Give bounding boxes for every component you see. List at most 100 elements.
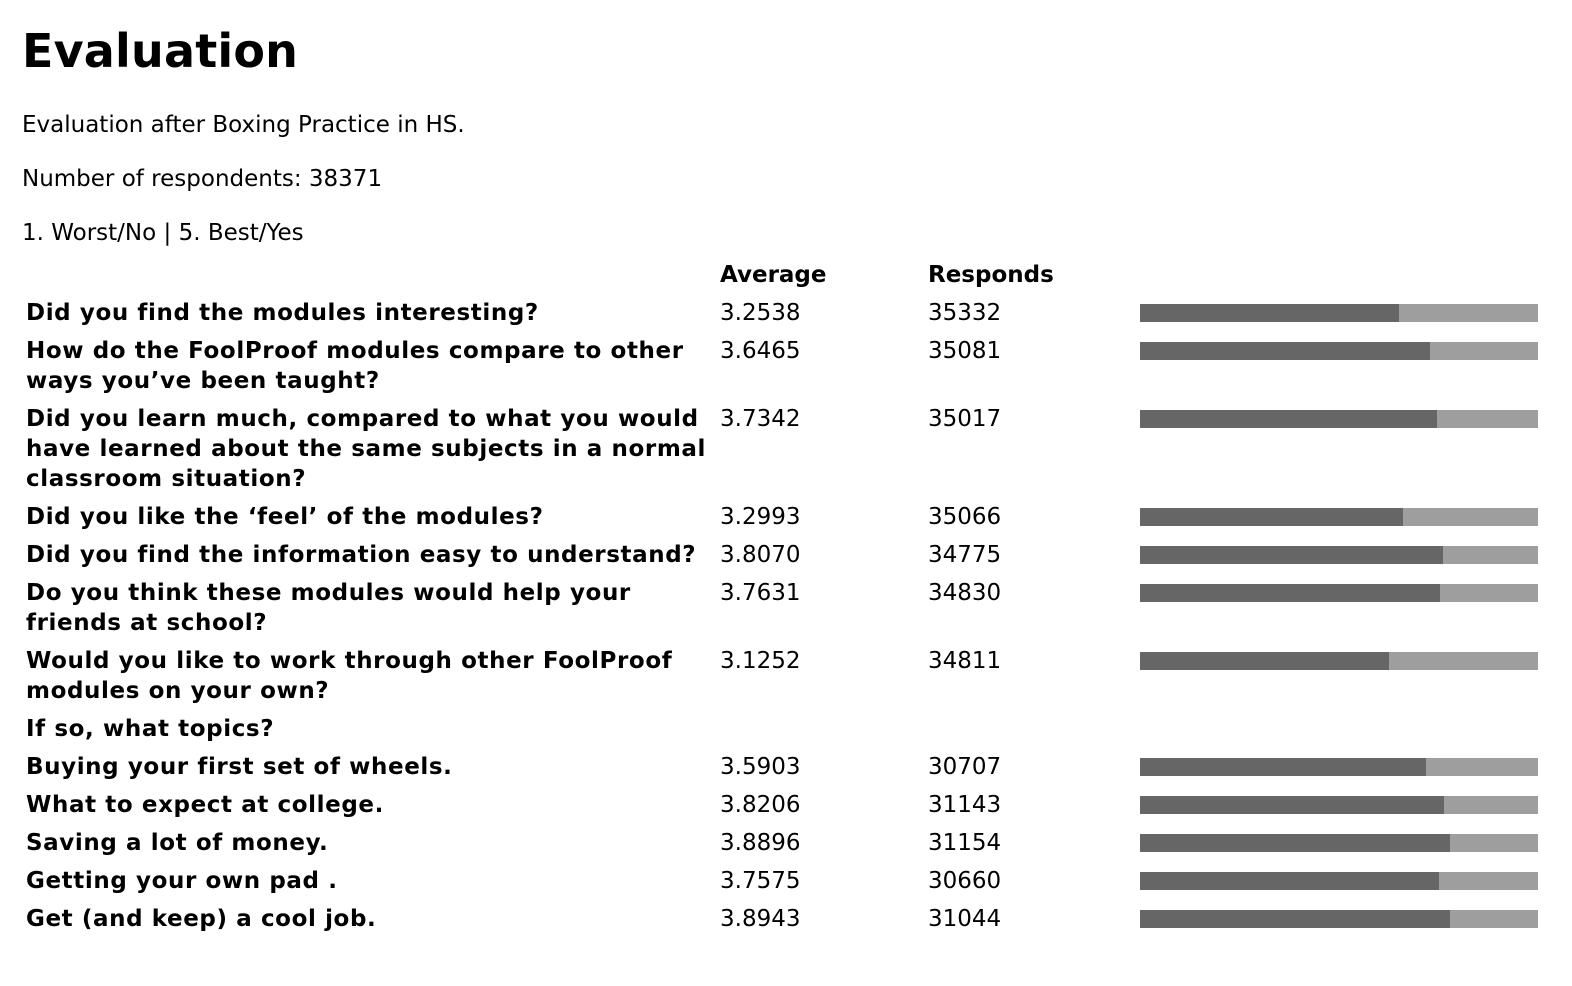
results-body: Did you find the modules interesting? 3.2… — [22, 294, 1538, 938]
responds-value: 35066 — [928, 504, 1002, 530]
average-bar-fill — [1140, 652, 1389, 670]
table-header-row: Average Responds — [22, 256, 1538, 294]
responds-value: 34775 — [928, 542, 1002, 568]
table-row: Get (and keep) a cool job. 3.8943 31044 — [22, 900, 1538, 938]
question-text: What to expect at college. — [26, 792, 384, 818]
scale-legend: 1. Worst/No | 5. Best/Yes — [22, 220, 304, 246]
responds-value: 34811 — [928, 648, 1002, 674]
average-bar-fill — [1140, 410, 1438, 428]
bar-cell — [1136, 332, 1538, 400]
average-bar — [1140, 304, 1538, 322]
question-text: Did you find the information easy to und… — [26, 542, 697, 568]
average-value: 3.8070 — [720, 542, 801, 568]
responds-column-header: Responds — [928, 262, 1054, 288]
average-column-header: Average — [720, 262, 827, 288]
responds-value: 35081 — [928, 338, 1002, 364]
bar-cell — [1136, 824, 1538, 862]
average-value: 3.5903 — [720, 754, 801, 780]
average-value: 3.6465 — [720, 338, 801, 364]
question-text: Do you think these modules would help yo… — [26, 580, 631, 636]
bar-cell — [1136, 748, 1538, 786]
question-text: Did you like the ‘feel’ of the modules? — [26, 504, 544, 530]
bar-cell — [1136, 498, 1538, 536]
average-bar — [1140, 342, 1538, 360]
table-row: Getting your own pad . 3.7575 30660 — [22, 862, 1538, 900]
bar-cell — [1136, 294, 1538, 332]
question-text: Get (and keep) a cool job. — [26, 906, 377, 932]
average-bar-fill — [1140, 304, 1399, 322]
average-bar — [1140, 796, 1538, 814]
average-bar-fill — [1140, 584, 1440, 602]
average-bar-fill — [1140, 508, 1403, 526]
respondents-count: Number of respondents: 38371 — [22, 166, 383, 192]
question-text: Saving a lot of money. — [26, 830, 329, 856]
average-bar — [1140, 584, 1538, 602]
average-value: 3.2993 — [720, 504, 801, 530]
average-value: 3.8206 — [720, 792, 801, 818]
bar-cell — [1136, 642, 1538, 710]
responds-value: 31044 — [928, 906, 1002, 932]
question-text: Did you learn much, compared to what you… — [26, 406, 707, 492]
table-row: Did you learn much, compared to what you… — [22, 400, 1538, 498]
table-row: What to expect at college. 3.8206 31143 — [22, 786, 1538, 824]
average-bar — [1140, 758, 1538, 776]
average-bar — [1140, 652, 1538, 670]
average-value: 3.2538 — [720, 300, 801, 326]
average-value: 3.7342 — [720, 406, 801, 432]
question-text: Did you find the modules interesting? — [26, 300, 539, 326]
bar-cell — [1136, 400, 1538, 498]
bar-cell — [1136, 786, 1538, 824]
table-row: How do the FoolProof modules compare to … — [22, 332, 1538, 400]
average-bar — [1140, 872, 1538, 890]
average-value — [716, 710, 924, 748]
average-bar — [1140, 546, 1538, 564]
bar-cell — [1136, 900, 1538, 938]
table-row: Saving a lot of money. 3.8896 31154 — [22, 824, 1538, 862]
average-value: 3.7575 — [720, 868, 801, 894]
bar-column-header — [1136, 256, 1538, 294]
table-row: Did you like the ‘feel’ of the modules? 3… — [22, 498, 1538, 536]
average-bar-fill — [1140, 796, 1445, 814]
responds-value: 31143 — [928, 792, 1002, 818]
average-bar — [1140, 834, 1538, 852]
bar-cell — [1136, 574, 1538, 642]
responds-value — [924, 710, 1131, 748]
average-bar-fill — [1140, 910, 1450, 928]
question-text: Getting your own pad . — [26, 868, 338, 894]
table-row: Would you like to work through other Foo… — [22, 642, 1538, 710]
average-value: 3.8896 — [720, 830, 801, 856]
evaluation-description: Evaluation after Boxing Practice in HS. — [22, 112, 465, 138]
average-bar — [1140, 508, 1538, 526]
average-bar-fill — [1140, 546, 1444, 564]
question-text: How do the FoolProof modules compare to … — [26, 338, 684, 394]
responds-value: 35332 — [928, 300, 1002, 326]
average-bar — [1140, 910, 1538, 928]
page-title: Evaluation — [22, 24, 299, 78]
responds-value: 35017 — [928, 406, 1002, 432]
table-row: Did you find the information easy to und… — [22, 536, 1538, 574]
average-bar-fill — [1140, 758, 1426, 776]
evaluation-page: Evaluation Evaluation after Boxing Pract… — [22, 18, 1542, 248]
average-bar — [1140, 410, 1538, 428]
bar-cell — [1136, 862, 1538, 900]
table-row: If so, what topics? — [22, 710, 1538, 748]
results-table: Average Responds Did you find the module… — [22, 256, 1538, 938]
average-bar-fill — [1140, 872, 1440, 890]
responds-value: 30660 — [928, 868, 1002, 894]
bar-cell — [1136, 536, 1538, 574]
responds-value: 30707 — [928, 754, 1002, 780]
bar-cell — [1136, 710, 1538, 748]
average-value: 3.7631 — [720, 580, 801, 606]
average-bar-fill — [1140, 342, 1431, 360]
question-text: Would you like to work through other Foo… — [26, 648, 673, 704]
responds-value: 34830 — [928, 580, 1002, 606]
question-text: If so, what topics? — [26, 716, 275, 742]
table-row: Buying your first set of wheels. 3.5903 30… — [22, 748, 1538, 786]
table-row: Did you find the modules interesting? 3.2… — [22, 294, 1538, 332]
table-row: Do you think these modules would help yo… — [22, 574, 1538, 642]
average-bar-fill — [1140, 834, 1450, 852]
average-value: 3.8943 — [720, 906, 801, 932]
question-text: Buying your first set of wheels. — [26, 754, 453, 780]
average-value: 3.1252 — [720, 648, 801, 674]
question-column-header — [22, 256, 716, 294]
